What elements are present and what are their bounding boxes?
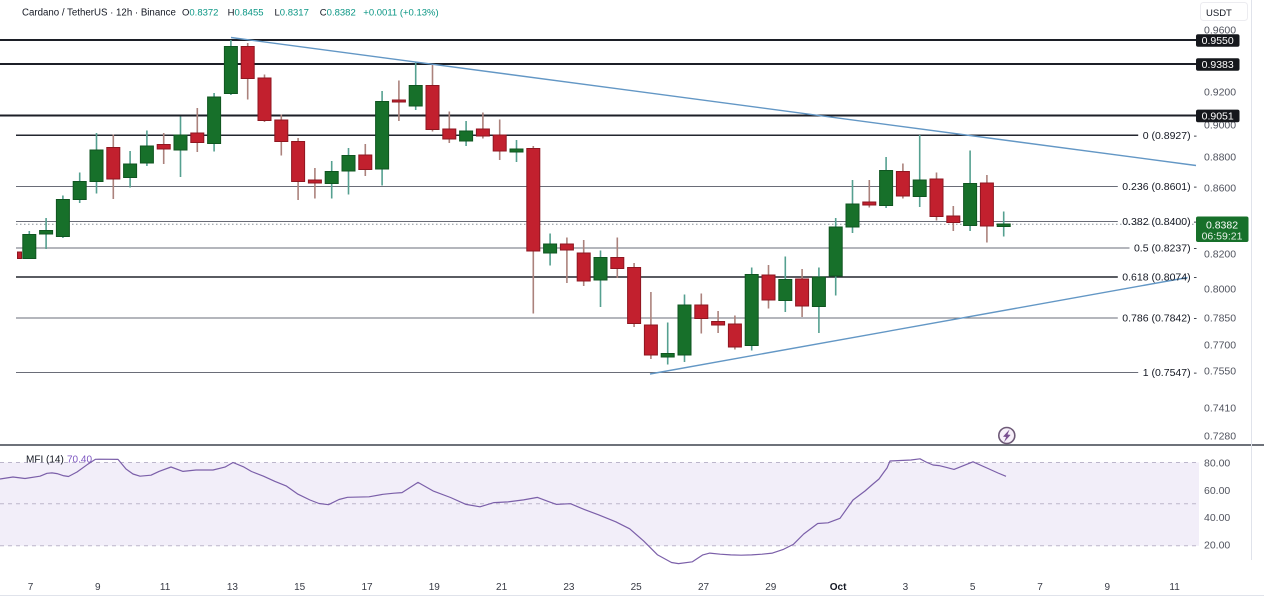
svg-text:06:59:21: 06:59:21: [1202, 231, 1243, 243]
svg-text:0.8382: 0.8382: [1206, 220, 1238, 232]
svg-text:7: 7: [28, 582, 34, 593]
svg-text:O0.8372: O0.8372: [182, 8, 218, 19]
svg-text:0.9051: 0.9051: [1202, 111, 1234, 123]
svg-text:0.786 (0.7842) -: 0.786 (0.7842) -: [1122, 313, 1197, 325]
svg-text:L0.8317: L0.8317: [275, 8, 309, 19]
svg-text:0.382 (0.8400) -: 0.382 (0.8400) -: [1122, 216, 1197, 228]
svg-text:0 (0.8927) -: 0 (0.8927) -: [1143, 130, 1198, 142]
svg-text:0.5 (0.8237) -: 0.5 (0.8237) -: [1134, 243, 1198, 255]
svg-text:0.7850: 0.7850: [1204, 313, 1236, 325]
svg-text:70.40: 70.40: [67, 455, 92, 466]
svg-text:0.9200: 0.9200: [1204, 87, 1236, 99]
svg-text:25: 25: [631, 582, 643, 593]
svg-text:20.00: 20.00: [1204, 540, 1230, 552]
svg-text:0.8200: 0.8200: [1204, 249, 1236, 261]
svg-text:0.8600: 0.8600: [1204, 183, 1236, 195]
svg-text:23: 23: [563, 582, 575, 593]
svg-text:0.8000: 0.8000: [1204, 284, 1236, 296]
svg-text:13: 13: [227, 582, 239, 593]
svg-text:3: 3: [903, 582, 909, 593]
svg-text:USDT: USDT: [1206, 8, 1232, 19]
svg-text:0.9383: 0.9383: [1202, 59, 1234, 71]
svg-text:19: 19: [429, 582, 441, 593]
svg-text:Oct: Oct: [830, 582, 847, 593]
svg-text:15: 15: [294, 582, 306, 593]
svg-text:0.9550: 0.9550: [1202, 35, 1234, 47]
svg-text:11: 11: [1169, 582, 1180, 593]
svg-text:C0.8382: C0.8382: [320, 8, 356, 19]
svg-text:60.00: 60.00: [1204, 485, 1230, 497]
svg-text:29: 29: [765, 582, 777, 593]
svg-text:27: 27: [698, 582, 710, 593]
svg-text:21: 21: [496, 582, 508, 593]
svg-text:+0.0011 (+0.13%): +0.0011 (+0.13%): [363, 8, 438, 19]
svg-text:80.00: 80.00: [1204, 458, 1230, 470]
svg-text:9: 9: [95, 582, 101, 593]
svg-text:0.618 (0.8074) -: 0.618 (0.8074) -: [1122, 272, 1197, 284]
svg-text:MFI (14): MFI (14): [26, 455, 64, 466]
svg-text:11: 11: [160, 582, 171, 593]
svg-text:0.8800: 0.8800: [1204, 152, 1236, 164]
svg-text:0.236 (0.8601) -: 0.236 (0.8601) -: [1122, 181, 1197, 193]
svg-text:0.7700: 0.7700: [1204, 340, 1236, 352]
svg-text:5: 5: [970, 582, 976, 593]
svg-text:H0.8455: H0.8455: [228, 8, 264, 19]
svg-text:0.7550: 0.7550: [1204, 366, 1236, 378]
svg-text:0.9000: 0.9000: [1204, 120, 1236, 132]
svg-text:0.7280: 0.7280: [1204, 431, 1236, 443]
svg-text:1 (0.7547) -: 1 (0.7547) -: [1143, 367, 1198, 379]
svg-text:17: 17: [361, 582, 373, 593]
svg-text:Cardano / TetherUS · 12h · Bin: Cardano / TetherUS · 12h · Binance: [22, 8, 176, 19]
svg-text:0.9600: 0.9600: [1204, 25, 1236, 37]
svg-text:7: 7: [1037, 582, 1043, 593]
svg-text:0.7410: 0.7410: [1204, 403, 1236, 415]
svg-text:40.00: 40.00: [1204, 512, 1230, 524]
svg-text:9: 9: [1105, 582, 1111, 593]
